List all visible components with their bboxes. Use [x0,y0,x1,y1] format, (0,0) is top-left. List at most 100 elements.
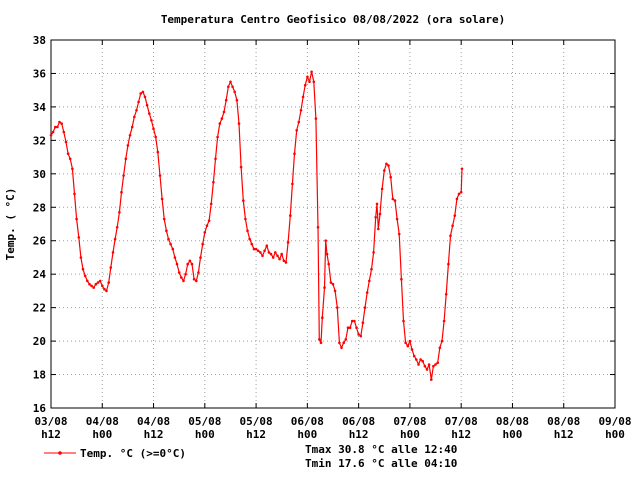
data-point [209,202,213,206]
data-point [86,279,89,283]
data-point [447,262,450,266]
data-point [103,287,106,291]
x-tick-hour: h00 [92,428,112,441]
data-point [173,256,177,259]
data-point [77,236,81,239]
data-point [278,257,281,261]
data-point [455,197,459,201]
data-point [425,368,429,371]
data-point [419,358,422,361]
data-point [107,281,110,284]
data-point [442,319,446,323]
data-point [233,90,236,94]
data-point [235,98,239,102]
data-point [94,282,98,286]
data-point [66,152,70,155]
data-point [111,251,115,254]
data-point [380,187,384,191]
data-point [391,197,395,201]
data-point [301,95,305,99]
data-point [162,217,166,221]
data-point [143,95,147,99]
y-axis: 16 18 20 22 24 26 28 30 32 34 36 38 [33,34,615,415]
data-point [220,117,224,120]
data-point [195,279,198,283]
data-point [336,306,339,309]
data-point [180,276,183,279]
data-point [402,319,405,323]
data-point [177,271,181,274]
data-point [145,103,149,107]
data-point [321,316,324,320]
data-point [184,272,187,276]
data-point [269,252,273,256]
data-point [96,281,100,284]
data-point [212,180,215,184]
data-point [92,286,95,289]
data-point [440,339,444,343]
data-point [375,202,379,206]
data-point [387,164,390,167]
y-tick-label: 26 [33,235,47,248]
x-tick-date: 05/08 [188,415,221,428]
data-point [250,242,254,246]
legend-label: Temp. °C (>=0°C) [80,447,186,460]
data-point [303,83,307,87]
data-point [186,262,189,266]
data-point [54,125,57,129]
data-point [109,266,113,269]
data-point [370,267,373,271]
x-tick-date: 03/08 [34,415,67,428]
data-point [222,110,226,114]
x-tick-hour: h00 [400,428,420,441]
data-point [158,174,162,177]
legend-marker [58,451,62,455]
data-point [254,247,258,251]
data-point [71,167,74,171]
data-point [224,98,228,102]
y-tick-label: 34 [33,101,47,114]
data-point [165,229,168,232]
data-point [229,80,232,84]
data-point [152,127,155,130]
data-point [203,231,207,234]
data-point [289,214,292,217]
data-point [199,256,202,259]
data-point [427,363,431,366]
data-point [378,212,382,216]
data-point [68,157,72,161]
data-point [344,338,348,341]
data-point [135,109,138,112]
data-point [259,251,262,254]
y-tick-label: 28 [33,201,46,214]
x-tick-date: 07/08 [445,415,478,428]
data-point [432,364,435,368]
data-point [393,199,397,202]
y-tick-label: 36 [33,67,47,80]
data-point [141,90,145,94]
data-point [314,117,318,120]
data-point [242,199,245,202]
y-tick-label: 30 [33,168,46,181]
data-point [385,162,388,166]
data-point [451,224,454,227]
data-point [205,224,209,227]
data-point [120,190,123,194]
x-tick-date: 09/08 [598,415,631,428]
data-point [239,165,243,169]
plot-frame [50,39,616,409]
data-point [400,277,403,281]
data-point [350,319,354,323]
data-point [377,227,380,231]
x-tick-date: 08/08 [547,415,580,428]
y-tick-label: 20 [33,335,46,348]
data-point [101,284,104,288]
data-point [274,251,277,254]
data-point [105,289,108,293]
data-point [338,341,341,345]
data-point [64,140,68,144]
y-tick-label: 16 [33,402,47,415]
data-point [115,226,119,229]
data-point [73,192,76,196]
